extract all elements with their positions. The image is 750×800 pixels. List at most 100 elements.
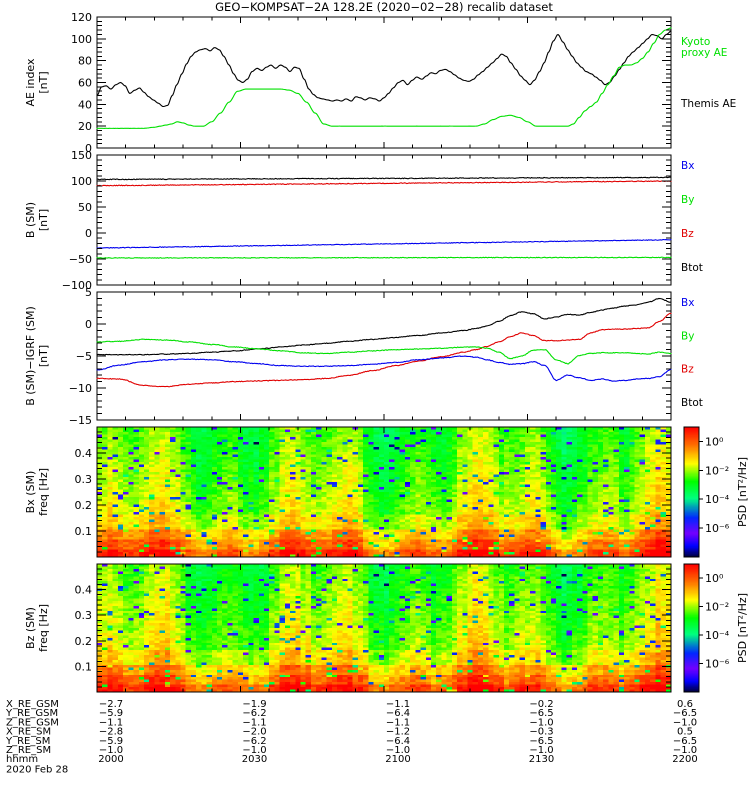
ephemeris-row-value: −1.0 bbox=[242, 745, 266, 756]
y-tick-label: −10 bbox=[69, 382, 92, 395]
panel-spec-bx-colorbar-label: PSD [nT²/Hz] bbox=[736, 457, 749, 527]
ephemeris-row-value: −2.7 bbox=[99, 699, 123, 710]
ephemeris-row-value: −0.3 bbox=[529, 727, 553, 738]
ephemeris-row-value: 0.6 bbox=[677, 699, 693, 710]
ephemeris-row-value: −6.4 bbox=[386, 736, 410, 747]
ephemeris-row-value: −1.0 bbox=[529, 717, 553, 728]
colorbar-tick-label: 10⁻⁶ bbox=[705, 658, 730, 671]
ephemeris-row-value: −6.5 bbox=[529, 708, 553, 719]
panel-ae-index-frame bbox=[96, 16, 672, 149]
ephemeris-row-value: −1.0 bbox=[673, 717, 697, 728]
ephemeris-row-value: −6.4 bbox=[386, 708, 410, 719]
panel-ae-index-trace-kyoto-proxy-ae bbox=[96, 27, 672, 129]
xaxis-hhmm-tick: 2100 bbox=[385, 754, 410, 765]
panel-4-ylabel-line: Bz (SM) bbox=[24, 607, 37, 649]
ephemeris-row-name: Y_RE_GSM bbox=[5, 708, 58, 719]
panel-2-ylabel-line: B (SM)−IGRF (SM) bbox=[24, 306, 37, 406]
ephemeris-row-value: −6.2 bbox=[242, 736, 266, 747]
panel-spec-bx-colorbar bbox=[684, 427, 699, 558]
y-tick-label: 0.2 bbox=[75, 499, 93, 512]
ephemeris-row-value: −1.0 bbox=[673, 745, 697, 756]
panel-0-legend-item: proxy AE bbox=[681, 47, 727, 59]
y-tick-label: 60 bbox=[78, 77, 92, 90]
y-tick-label: 0 bbox=[85, 227, 92, 240]
xaxis-date-label: 2020 Feb 28 bbox=[6, 765, 68, 776]
y-tick-label: 0.3 bbox=[75, 473, 93, 486]
panel-b-sm-frame bbox=[96, 154, 672, 286]
ephemeris-row-value: −6.5 bbox=[673, 708, 697, 719]
panel-0-ylabel-line: AE index bbox=[24, 58, 37, 107]
panel-2-legend-item: Bx bbox=[681, 297, 694, 309]
panel-b-sm-trace-btot bbox=[96, 176, 672, 181]
ephemeris-row-value: −6.2 bbox=[242, 708, 266, 719]
panel-b-minus-igrf-trace-btot bbox=[96, 297, 672, 356]
ephemeris-row-value: −1.2 bbox=[386, 727, 410, 738]
y-tick-label: 0 bbox=[85, 318, 92, 331]
figure-title: GEO−KOMPSAT−2A 128.2E (2020−02−28) recal… bbox=[215, 0, 553, 14]
xaxis-hhmm-tick: 2000 bbox=[98, 754, 123, 765]
ephemeris-row-name: X_RE_GSM bbox=[6, 699, 59, 710]
colorbar-tick-label: 10⁰ bbox=[705, 572, 724, 585]
colorbar-tick-label: 10⁻² bbox=[705, 601, 729, 614]
panel-1-ylabel-line: B (SM) bbox=[24, 202, 37, 238]
y-tick-label: 100 bbox=[71, 175, 92, 188]
panel-b-minus-igrf-trace-bx bbox=[96, 355, 672, 382]
ephemeris-row-value: −0.2 bbox=[529, 699, 553, 710]
ephemeris-row-value: 0.5 bbox=[677, 727, 693, 738]
panel-2-legend-item: By bbox=[681, 330, 694, 342]
colorbar-tick-label: 10⁰ bbox=[705, 435, 724, 448]
y-tick-label: 0 bbox=[85, 142, 92, 155]
ephemeris-row-value: −1.0 bbox=[529, 745, 553, 756]
y-tick-label: 150 bbox=[71, 149, 92, 162]
panel-spec-bz-colorbar bbox=[684, 564, 699, 693]
ephemeris-row-value: −1.1 bbox=[386, 699, 410, 710]
y-tick-label: 50 bbox=[78, 201, 92, 214]
panel-b-minus-igrf-frame bbox=[96, 291, 672, 421]
ephemeris-row-name: X_RE_SM bbox=[6, 727, 51, 738]
y-tick-label: 0.4 bbox=[75, 584, 93, 597]
panel-4-ylabel-line: freq [Hz] bbox=[37, 604, 50, 652]
panel-1-ylabel-line: [nT] bbox=[37, 209, 50, 231]
ephemeris-row-name: Z_RE_SM bbox=[6, 745, 51, 756]
panel-ae-index-trace-themis-ae bbox=[96, 30, 672, 108]
panel-1-legend-item: Btot bbox=[681, 262, 703, 274]
panel-b-minus-igrf-trace-by bbox=[96, 338, 672, 365]
y-tick-label: −15 bbox=[69, 414, 92, 427]
panel-spec-bx-colorbar-frame bbox=[683, 426, 700, 558]
y-tick-label: 120 bbox=[71, 11, 92, 24]
xaxis-hhmm-tick: 2130 bbox=[529, 754, 554, 765]
xaxis-hhmm-label: hhmm bbox=[6, 754, 38, 765]
ephemeris-row-value: −5.9 bbox=[99, 708, 123, 719]
panel-b-minus-igrf-trace-bz bbox=[96, 312, 672, 388]
y-tick-label: 20 bbox=[78, 120, 92, 133]
panel-1-legend-item: By bbox=[681, 194, 694, 206]
ephemeris-row-value: −1.0 bbox=[99, 745, 123, 756]
panel-0-ylabel-line: [nT] bbox=[37, 71, 50, 93]
y-tick-label: −5 bbox=[76, 350, 92, 363]
ephemeris-row-value: −5.9 bbox=[99, 736, 123, 747]
panel-1-legend-item: Bx bbox=[681, 160, 694, 172]
panel-0-legend-item: Kyoto bbox=[681, 36, 710, 48]
ephemeris-row-value: −2.8 bbox=[99, 727, 123, 738]
y-tick-label: −50 bbox=[69, 253, 92, 266]
ephemeris-row-value: −1.0 bbox=[386, 745, 410, 756]
y-tick-label: 100 bbox=[71, 33, 92, 46]
ephemeris-row-value: −1.9 bbox=[242, 699, 266, 710]
y-tick-label: 0.1 bbox=[75, 660, 93, 673]
panel-b-sm-trace-bz bbox=[96, 180, 672, 187]
colorbar-tick-label: 10⁻² bbox=[705, 464, 729, 477]
y-tick-label: −100 bbox=[62, 279, 92, 292]
ephemeris-row-value: −6.5 bbox=[529, 736, 553, 747]
xaxis-hhmm-tick: 2200 bbox=[672, 754, 697, 765]
ephemeris-row-value: −6.5 bbox=[673, 736, 697, 747]
y-tick-label: 0.1 bbox=[75, 525, 93, 538]
panel-2-legend-item: Bz bbox=[681, 364, 694, 376]
colorbar-tick-label: 10⁻⁴ bbox=[705, 629, 730, 642]
panel-spec-bz-colorbar-frame bbox=[683, 563, 700, 693]
panel-2-legend-item: Btot bbox=[681, 397, 703, 409]
y-tick-label: 0.2 bbox=[75, 635, 93, 648]
y-tick-label: 80 bbox=[78, 55, 92, 68]
panel-0-legend-item: Themis AE bbox=[680, 98, 736, 110]
